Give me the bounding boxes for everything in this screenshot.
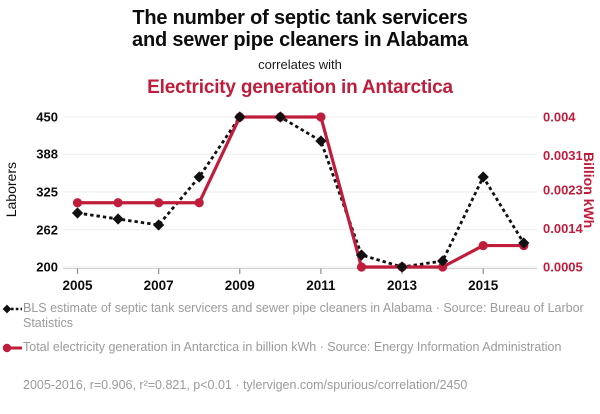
svg-text:2015: 2015: [468, 278, 499, 293]
chart-subtitle: Electricity generation in Antarctica: [147, 77, 453, 98]
svg-text:325: 325: [36, 185, 58, 200]
legend-item-laborers: BLS estimate of septic tank servicers an…: [2, 301, 590, 331]
svg-text:262: 262: [36, 222, 58, 237]
black-dashed-diamond-series-icon: [2, 304, 22, 314]
plot-area: 2005 2007 2009 2011 2013 2015 200 262 325 388 450 0…: [0, 100, 600, 296]
svg-text:450: 450: [36, 110, 58, 125]
chart-header: The number of septic tank servicers and …: [0, 7, 600, 99]
red-solid-circle-series-icon: [2, 343, 22, 353]
svg-text:388: 388: [36, 147, 58, 162]
right-axis-title: Billion kWh: [581, 151, 597, 229]
chart-title-line2: and sewer pipe cleaners in Alabama: [132, 28, 468, 51]
legend-item-electricity: Total electricity generation in Antarcti…: [2, 340, 590, 355]
svg-text:2007: 2007: [144, 278, 174, 293]
left-axis-title: Laborers: [3, 162, 19, 218]
chart-title: The number of septic tank servicers and …: [0, 7, 600, 51]
svg-text:0.0014: 0.0014: [543, 221, 584, 236]
correlates-with-text: correlates with: [258, 57, 342, 72]
svg-text:2005: 2005: [62, 278, 93, 293]
svg-text:0.0005: 0.0005: [543, 260, 583, 275]
svg-text:2009: 2009: [225, 278, 255, 293]
svg-text:0.0023: 0.0023: [543, 182, 583, 197]
chart-title-line1: The number of septic tank servicers: [132, 7, 468, 29]
svg-text:2011: 2011: [306, 278, 336, 293]
legend: BLS estimate of septic tank servicers an…: [2, 301, 590, 364]
stats-footer: 2005-2016, r=0.906, r²=0.821, p<0.01 · t…: [23, 378, 468, 392]
legend-text-electricity: Total electricity generation in Antarcti…: [23, 340, 562, 354]
legend-text-laborers: BLS estimate of septic tank servicers an…: [23, 301, 584, 330]
svg-text:2013: 2013: [387, 278, 418, 293]
svg-text:0.0031: 0.0031: [543, 148, 583, 163]
svg-text:200: 200: [36, 260, 58, 275]
correlation-line-chart: 2005 2007 2009 2011 2013 2015 200 262 325 388 450 0…: [36, 110, 584, 294]
svg-text:0.004: 0.004: [543, 110, 576, 125]
